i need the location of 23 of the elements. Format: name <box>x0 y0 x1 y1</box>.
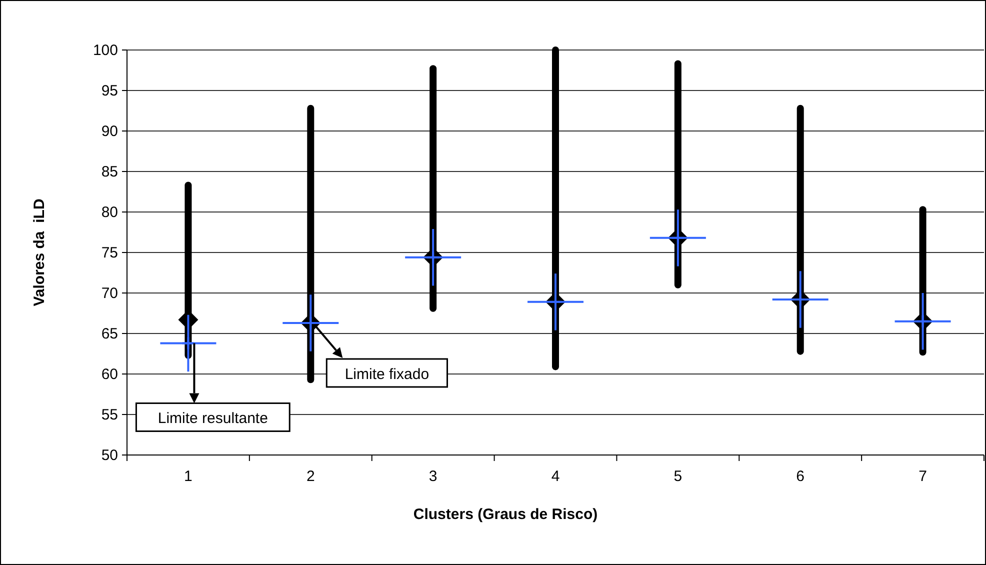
x-axis-title: Clusters (Graus de Risco) <box>413 506 598 523</box>
y-tick-label: 95 <box>101 82 118 100</box>
annotation: Limite resultante <box>158 410 268 428</box>
x-tick-label: 4 <box>551 468 560 485</box>
x-tick-label: 5 <box>674 468 682 485</box>
y-tick-label: 65 <box>101 326 118 342</box>
x-tick-label: 3 <box>428 468 438 485</box>
y-tick-label: 55 <box>101 406 118 424</box>
x-tick-label: 1 <box>184 468 192 485</box>
x-tick-label: 2 <box>306 468 315 485</box>
x-tick-label: 7 <box>918 468 927 485</box>
y-tick-label: 60 <box>101 366 118 383</box>
point <box>182 337 194 350</box>
y-axis-title: Valores da iLD <box>31 198 48 306</box>
y-tick-label: 70 <box>101 285 118 302</box>
y-tick-label: 90 <box>101 123 118 140</box>
y-tick-label: 100 <box>92 42 118 59</box>
y-tick-label: 85 <box>101 164 118 180</box>
y-tick-label: 75 <box>101 244 118 262</box>
y-tick-label: 80 <box>101 204 118 221</box>
x-tick-label: 6 <box>796 468 805 485</box>
annotation: Limite fixado <box>344 366 430 383</box>
y-tick-label: 50 <box>101 447 118 464</box>
